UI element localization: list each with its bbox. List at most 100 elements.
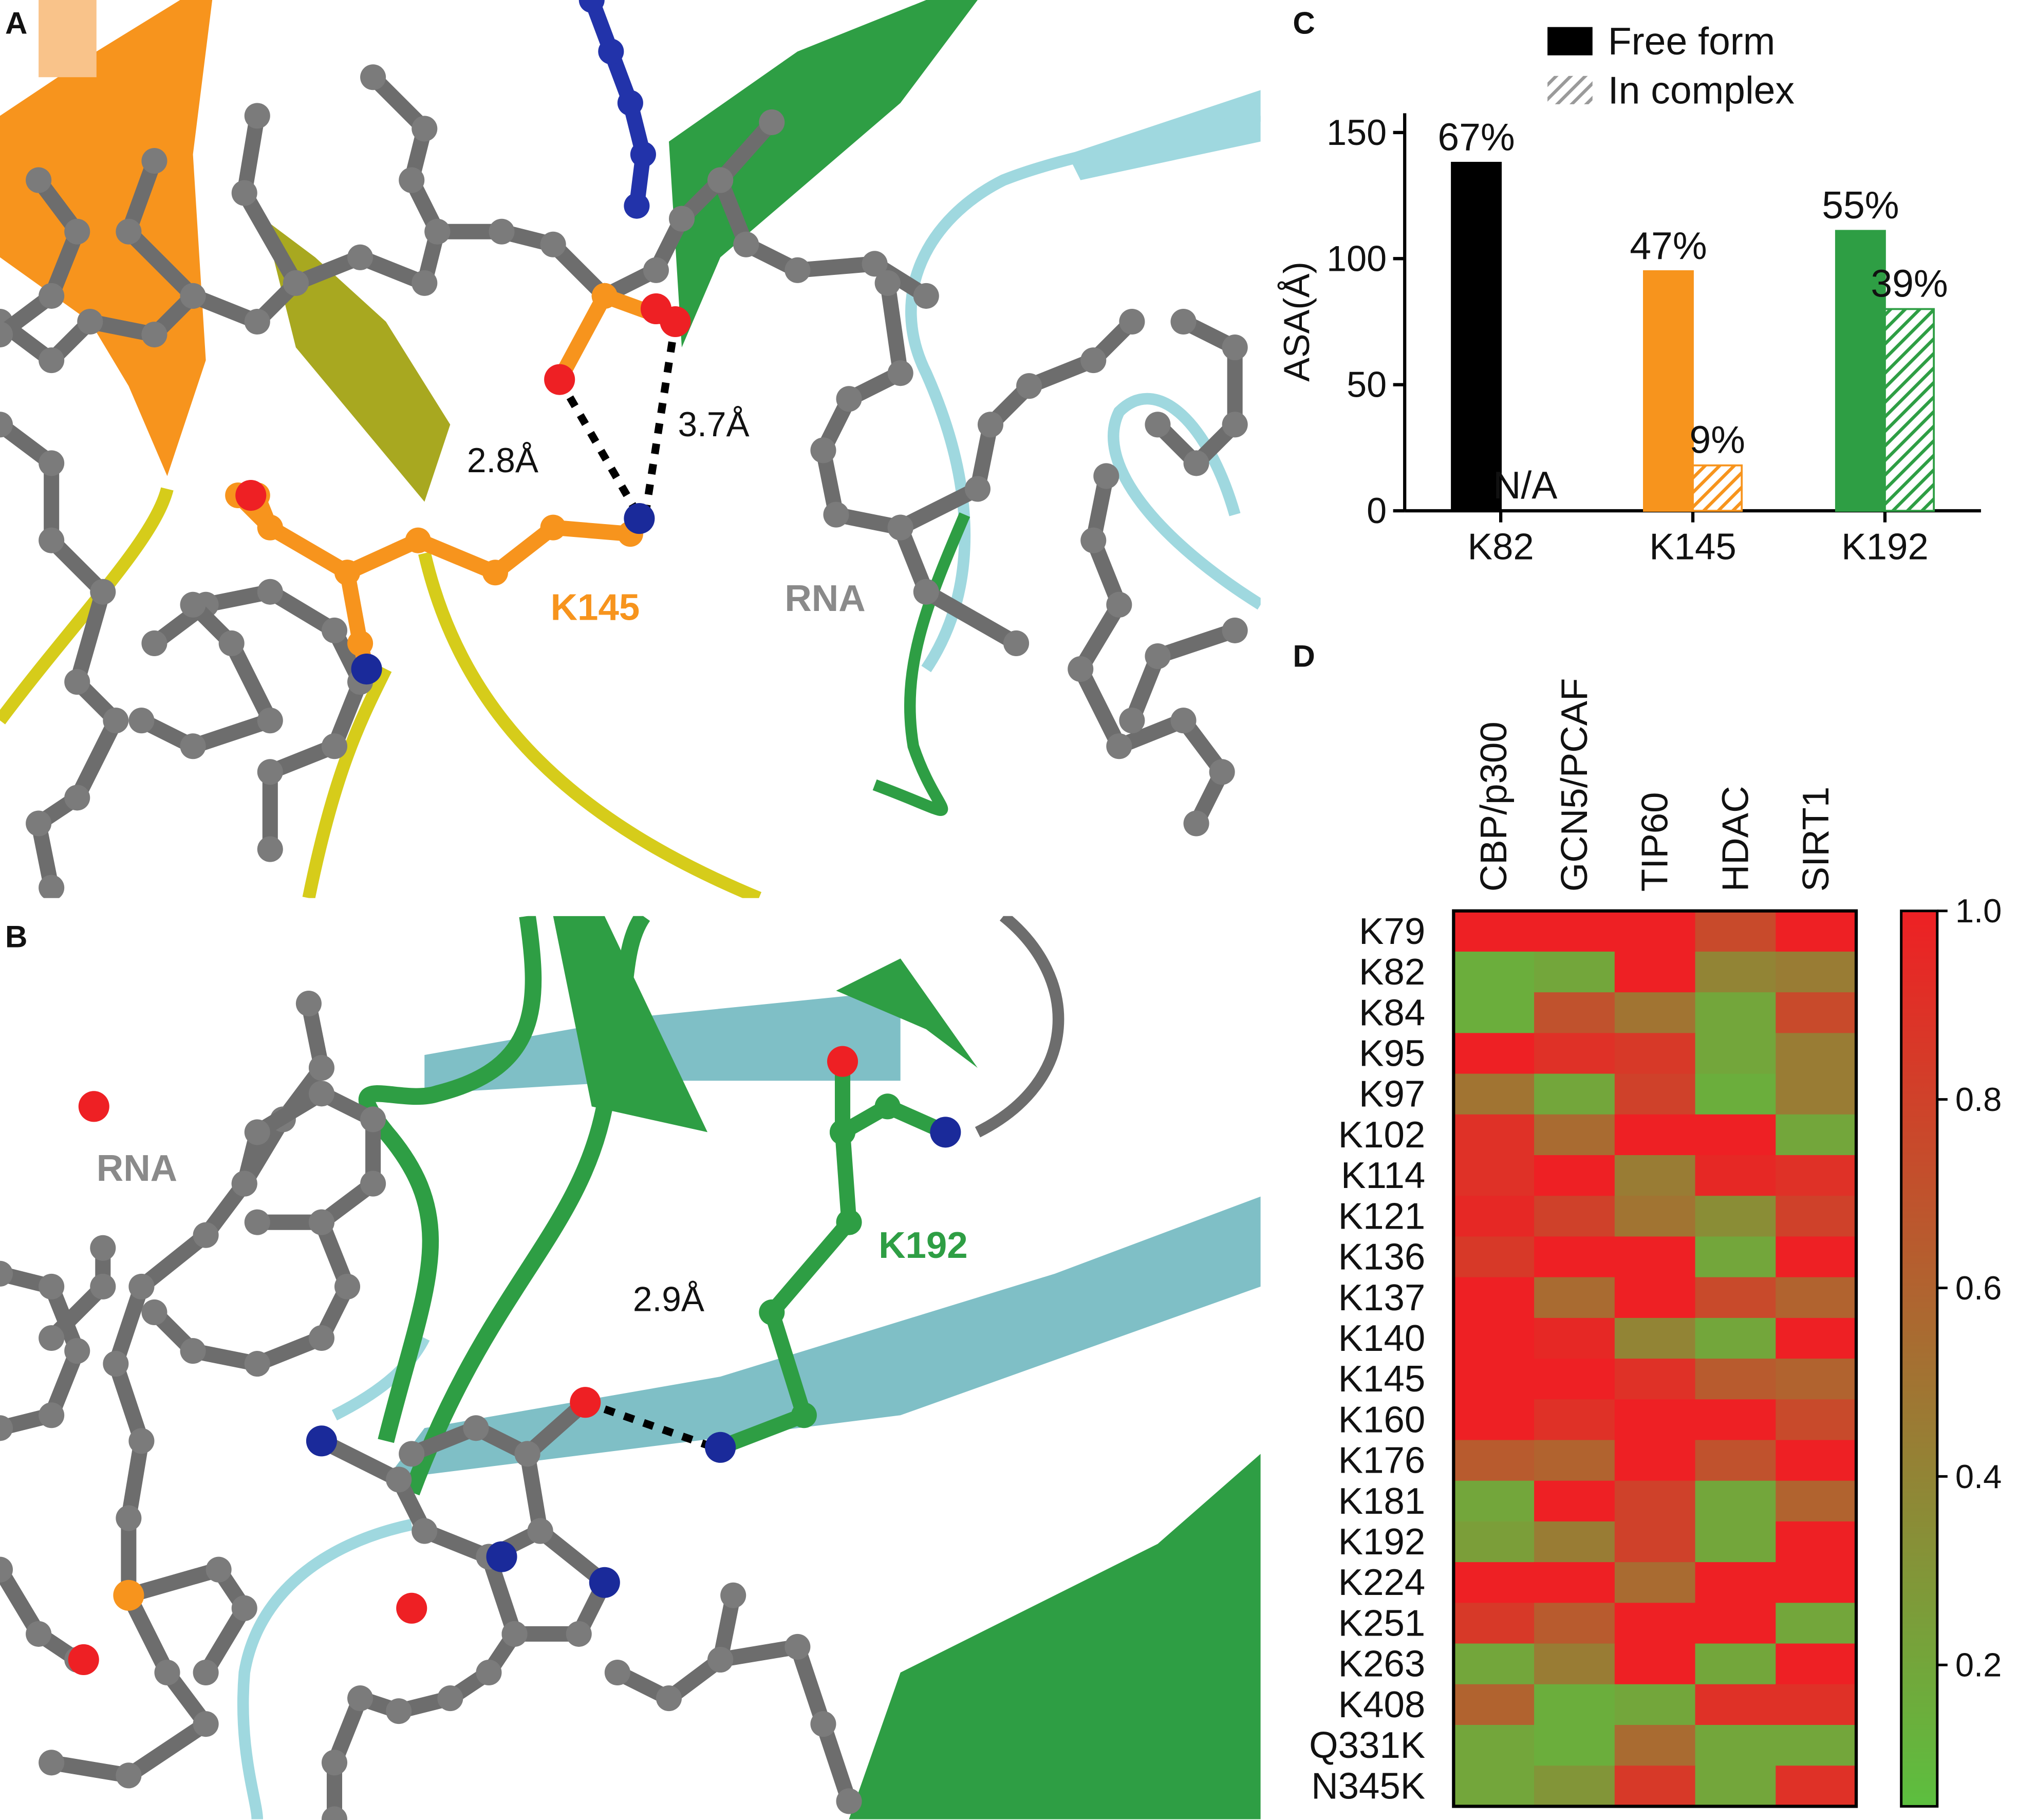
atom: [399, 167, 425, 193]
heat-cell: [1695, 951, 1777, 993]
heat-cell: [1614, 1317, 1696, 1360]
heat-cell: [1534, 1155, 1616, 1197]
bond: [121, 1562, 252, 1681]
atom: [321, 1750, 348, 1776]
heat-cell: [1695, 1317, 1777, 1360]
y-tick-label: 150: [1327, 113, 1387, 153]
atom: [64, 669, 90, 695]
heat-cell: [1534, 1643, 1616, 1685]
atom: [640, 293, 671, 325]
heat-cell: [1695, 1480, 1777, 1522]
atom: [39, 1325, 65, 1351]
legend-label: Free form: [1608, 20, 1776, 63]
row-label: K251: [1338, 1602, 1426, 1644]
heat-cell: [1776, 1317, 1857, 1360]
atom: [643, 257, 669, 283]
heat-cell: [1695, 1724, 1777, 1767]
atom: [1170, 708, 1197, 734]
atom: [598, 39, 624, 65]
heat-cell: [1614, 911, 1696, 953]
atom: [624, 193, 650, 219]
atom: [321, 617, 348, 643]
heat-cell: [1695, 1562, 1777, 1604]
atom: [1119, 708, 1145, 734]
panel-label: B: [5, 919, 27, 954]
atom: [257, 579, 283, 605]
heat-cell: [1453, 992, 1535, 1034]
atom: [836, 386, 862, 412]
atom: [810, 437, 836, 463]
atom: [540, 514, 566, 541]
row-label: Q331K: [1309, 1724, 1425, 1766]
heat-cell: [1614, 1155, 1696, 1197]
heat-cell: [1453, 1440, 1535, 1481]
panel-label: D: [1293, 639, 1315, 673]
atom: [39, 527, 65, 553]
x-tick-label: K145: [1649, 526, 1736, 568]
atom: [617, 90, 643, 116]
heat-cell: [1776, 1562, 1857, 1604]
atom: [476, 1659, 502, 1686]
heat-cell: [1614, 1724, 1696, 1767]
row-label: N345K: [1311, 1765, 1425, 1807]
row-label: K95: [1359, 1032, 1425, 1074]
atom: [437, 1685, 463, 1712]
atom: [26, 810, 52, 837]
heat-cell: [1776, 1196, 1857, 1237]
heat-cell: [1534, 1359, 1616, 1400]
atom: [1145, 643, 1171, 670]
atom: [412, 270, 438, 296]
atom: [810, 1711, 836, 1737]
heat-cell: [1614, 1399, 1696, 1441]
legend-swatch: [1547, 27, 1593, 55]
bar: [1884, 308, 1935, 512]
heat-cell: [1614, 992, 1696, 1034]
heat-cell: [1614, 1603, 1696, 1644]
heat-cell: [1453, 1359, 1535, 1400]
heat-cell: [1614, 1440, 1696, 1481]
atom: [570, 1387, 601, 1418]
heat-cell: [1534, 1440, 1616, 1481]
row-label: K136: [1338, 1236, 1426, 1278]
heat-cell: [1776, 951, 1857, 993]
heat-cell: [1614, 1114, 1696, 1156]
atom: [668, 206, 695, 232]
atom: [244, 1351, 270, 1377]
heat-cell: [1776, 911, 1857, 953]
heatmap-frame: [1452, 909, 1858, 1808]
atom: [128, 1428, 155, 1454]
atom: [90, 579, 116, 605]
atom: [399, 1441, 425, 1467]
panel-label: A: [5, 6, 27, 41]
atom: [405, 527, 431, 553]
bar-label: N/A: [1493, 463, 1557, 507]
x-tick-label: K192: [1841, 526, 1929, 568]
heat-cell: [1695, 1603, 1777, 1644]
row-label: K224: [1338, 1562, 1426, 1603]
atom: [128, 1273, 155, 1299]
heat-cell: [1614, 1073, 1696, 1116]
atom: [39, 283, 65, 309]
atom: [90, 1235, 116, 1261]
heat-cell: [1453, 1643, 1535, 1685]
atom: [544, 364, 575, 395]
heat-cell: [1614, 1643, 1696, 1685]
heat-cell: [1534, 1724, 1616, 1767]
bar: [1643, 270, 1694, 512]
row-label: K140: [1338, 1317, 1426, 1359]
atom: [791, 1402, 817, 1428]
heat-cell: [1695, 1359, 1777, 1400]
heat-cell: [1614, 1684, 1696, 1726]
sheet: [39, 0, 97, 78]
heat-cell: [1453, 1114, 1535, 1156]
atom: [218, 630, 245, 656]
atom: [257, 514, 283, 541]
row-label: K145: [1338, 1358, 1426, 1400]
h-bond: [584, 1399, 716, 1451]
y-tick-label: 50: [1347, 365, 1387, 405]
heat-cell: [1453, 1562, 1535, 1604]
bar: [1835, 230, 1886, 512]
x-tick-label: K82: [1468, 526, 1534, 568]
atom: [193, 1711, 219, 1737]
atom: [514, 1441, 540, 1467]
